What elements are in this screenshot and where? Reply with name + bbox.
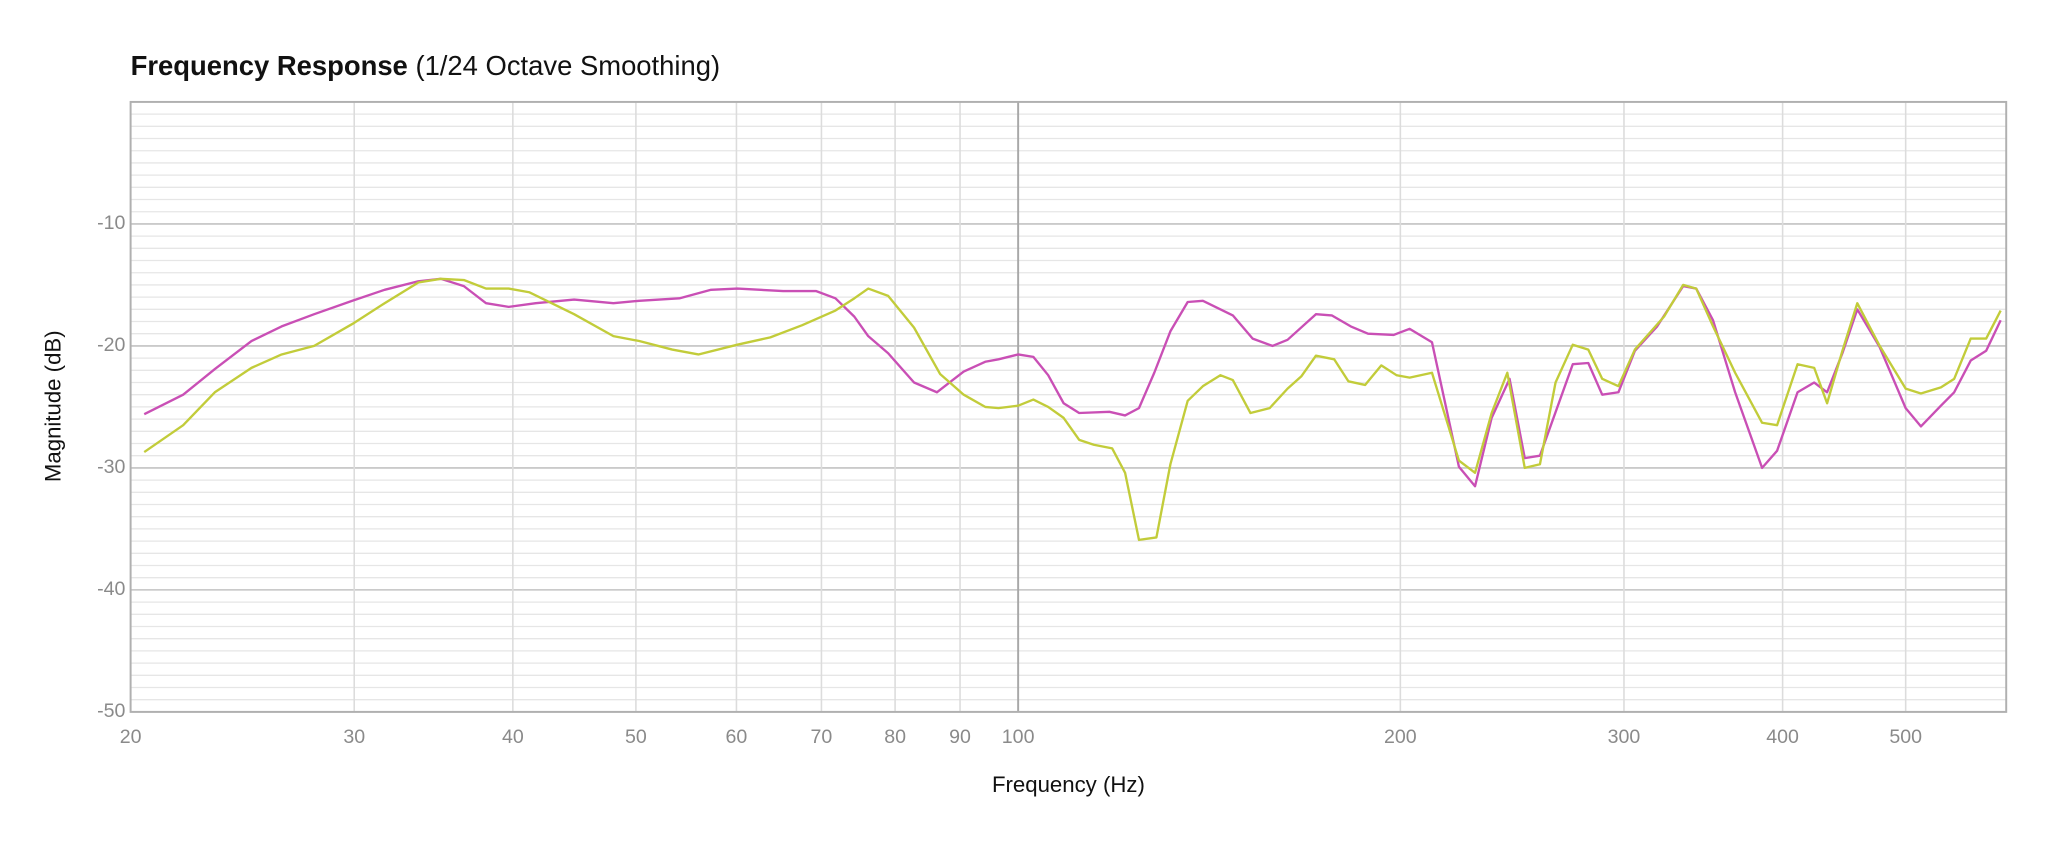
chart-title: Frequency Response (1/24 Octave Smoothin… bbox=[131, 50, 721, 81]
x-tick-label: 80 bbox=[884, 726, 906, 748]
plot-frame bbox=[129, 100, 2008, 713]
x-axis-label: Frequency (Hz) bbox=[992, 772, 1145, 797]
y-tick-label: -50 bbox=[97, 700, 125, 722]
plot-lines bbox=[143, 277, 2002, 542]
x-tick-label: 500 bbox=[1889, 726, 1922, 748]
series-line bbox=[143, 277, 2002, 542]
x-tick-label: 200 bbox=[1384, 726, 1417, 748]
y-axis-label: Magnitude (dB) bbox=[41, 330, 66, 482]
subtitle: (1/24 Octave Smoothing) bbox=[415, 50, 720, 81]
x-tick-label: 50 bbox=[625, 726, 647, 748]
series-line bbox=[143, 277, 2002, 488]
title: Frequency Response bbox=[131, 50, 408, 81]
x-tick-label: 30 bbox=[343, 726, 365, 748]
x-tick-label: 100 bbox=[1002, 726, 1035, 748]
grid bbox=[129, 101, 2007, 713]
x-tick-label: 20 bbox=[120, 726, 142, 748]
y-tick-label: -10 bbox=[97, 212, 125, 234]
x-tick-label: 60 bbox=[726, 726, 748, 748]
x-tick-label: 70 bbox=[811, 726, 833, 748]
y-tick-label: -30 bbox=[97, 456, 125, 478]
x-tick-label: 400 bbox=[1766, 726, 1799, 748]
y-tick-label: -20 bbox=[97, 334, 125, 356]
x-tick-label: 300 bbox=[1608, 726, 1641, 748]
x-tick-label: 90 bbox=[949, 726, 971, 748]
y-tick-label: -40 bbox=[97, 578, 125, 600]
x-tick-label: 40 bbox=[502, 726, 524, 748]
